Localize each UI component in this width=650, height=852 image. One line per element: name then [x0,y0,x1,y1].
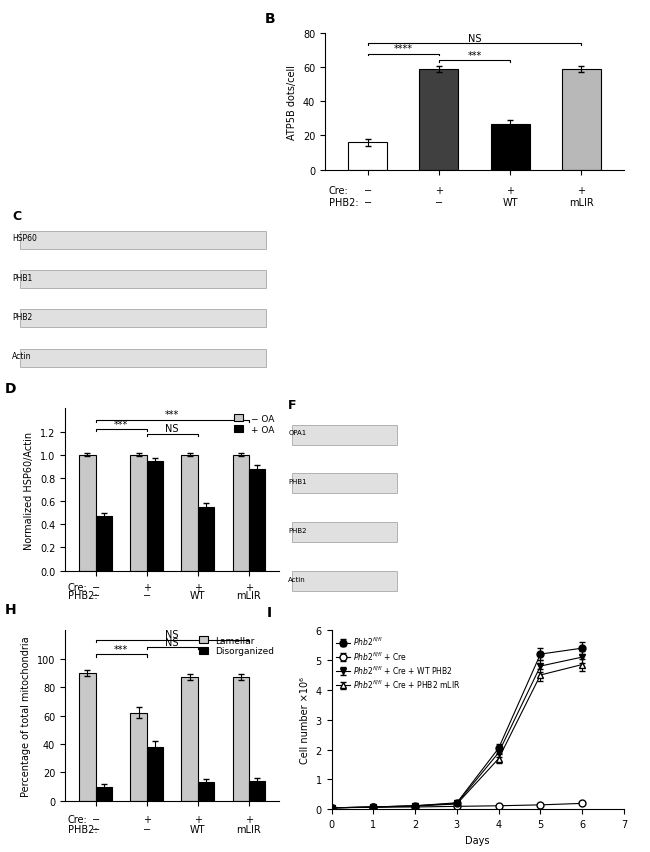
Text: E: E [289,210,298,223]
Text: C: C [12,210,21,223]
FancyBboxPatch shape [292,572,397,591]
Text: ****: **** [394,44,413,54]
Text: +: + [577,186,585,196]
Y-axis label: ATP5B dots/cell: ATP5B dots/cell [287,65,297,140]
Text: NS: NS [468,34,481,43]
Text: +: + [143,582,151,592]
Text: +: + [143,814,151,824]
Bar [181,455,198,571]
Text: ***: *** [165,410,179,420]
Text: mLIR: mLIR [237,824,261,833]
Text: PHB2: PHB2 [289,527,307,533]
Text: −: − [363,198,372,208]
Text: mLIR: mLIR [569,198,593,208]
Bar [491,124,530,170]
Text: NS: NS [166,423,179,434]
Legend: $\it{Phb2}^{fl/fl}$, $\it{Phb2}^{fl/fl}$ + Cre, $\it{Phb2}^{fl/fl}$ + Cre + WT P: $\it{Phb2}^{fl/fl}$, $\it{Phb2}^{fl/fl}$… [335,634,461,691]
Text: A: A [12,14,21,27]
FancyBboxPatch shape [292,522,397,543]
Text: WT: WT [190,590,205,601]
Text: PHB2:: PHB2: [328,198,358,208]
Bar [233,677,249,801]
Text: Actin: Actin [12,352,31,361]
Text: H: H [5,602,16,617]
Text: ***: *** [114,419,128,429]
Text: −: − [92,590,99,601]
Text: Cre:: Cre: [328,186,348,196]
Bar [79,455,96,571]
Text: PHB2:: PHB2: [68,824,98,833]
Text: −: − [142,824,151,833]
Bar [233,455,249,571]
Text: NS: NS [166,630,179,640]
Text: +: + [194,814,202,824]
Bar [79,673,96,801]
Text: +: + [194,582,202,592]
Bar [198,507,214,571]
Text: +: + [506,186,514,196]
X-axis label: Days: Days [465,835,490,844]
Text: −: − [142,590,151,601]
Text: PHB1: PHB1 [12,273,32,282]
Bar [131,713,147,801]
Text: −: − [92,582,99,592]
FancyBboxPatch shape [292,474,397,494]
Text: Actin: Actin [289,576,306,582]
Y-axis label: Normalized HSP60/Actin: Normalized HSP60/Actin [24,431,34,549]
Bar [348,143,387,170]
Text: −: − [92,814,99,824]
Text: −: − [435,198,443,208]
Text: G: G [414,399,424,412]
Text: +: + [435,186,443,196]
Text: OPA1: OPA1 [289,430,307,436]
Bar [249,781,265,801]
Bar [198,782,214,801]
Text: D: D [5,382,16,396]
Bar [96,516,112,571]
Bar [96,786,112,801]
Bar [249,469,265,571]
Text: PHB1: PHB1 [289,479,307,485]
Text: I: I [267,605,272,619]
Bar [562,70,601,170]
Bar [131,455,147,571]
Text: B: B [265,12,276,26]
Text: +: + [245,582,253,592]
Legend: − OA, + OA: − OA, + OA [233,413,275,435]
Text: −: − [92,824,99,833]
Bar [419,70,458,170]
Text: HSP60: HSP60 [12,234,37,243]
Text: mLIR: mLIR [237,590,261,601]
Text: Cre:: Cre: [68,582,87,592]
FancyBboxPatch shape [20,231,266,249]
Text: WT: WT [190,824,205,833]
Legend: Lamellar, Disorganized: Lamellar, Disorganized [198,635,275,657]
Bar [147,461,163,571]
FancyBboxPatch shape [292,425,397,445]
Text: WT: WT [502,198,518,208]
Y-axis label: Percentage of total mitochondria: Percentage of total mitochondria [21,636,31,796]
FancyBboxPatch shape [20,349,266,367]
Text: NS: NS [166,636,179,647]
Text: PHB2: PHB2 [12,313,32,322]
Text: PHB2:: PHB2: [68,590,98,601]
Text: −: − [363,186,372,196]
Text: +: + [245,814,253,824]
Text: ***: *** [114,644,128,654]
Bar [181,677,198,801]
FancyBboxPatch shape [20,310,266,328]
Text: F: F [289,399,297,412]
Y-axis label: Cell number ×10⁶: Cell number ×10⁶ [300,676,310,763]
FancyBboxPatch shape [20,271,266,289]
Text: ***: *** [467,51,482,60]
Bar [147,747,163,801]
Text: Cre:: Cre: [68,814,87,824]
